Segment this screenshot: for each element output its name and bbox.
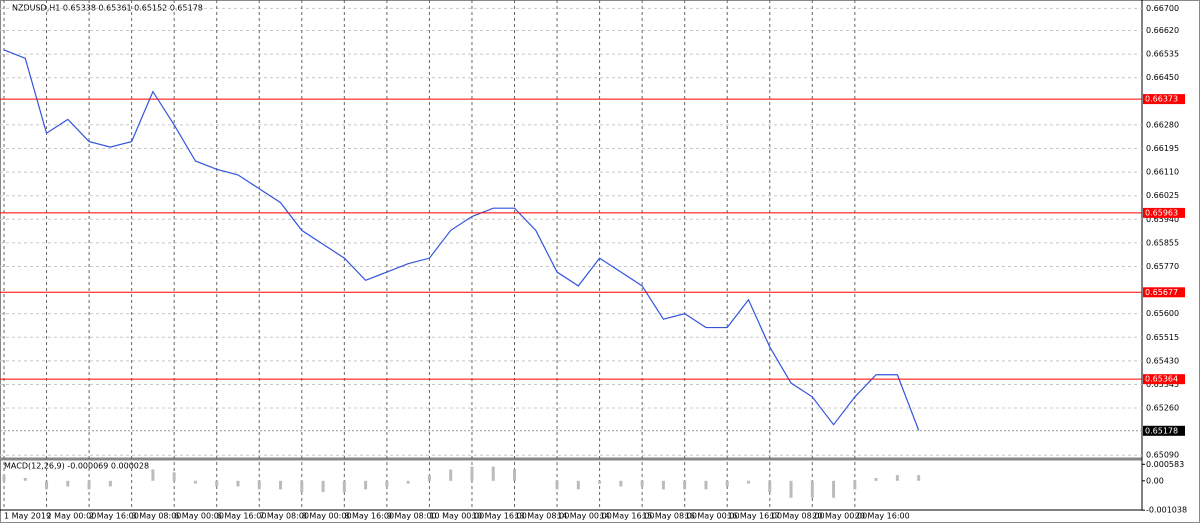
- level-tag: [1143, 374, 1185, 385]
- level-tag: [1143, 94, 1185, 105]
- y-tick-label: 0.65770: [1146, 262, 1179, 271]
- y-tick-label: -0.001038: [1146, 506, 1187, 515]
- x-tick-label: 15 May 08:00: [642, 512, 697, 521]
- x-tick-label: 20 May 00:00: [812, 512, 867, 521]
- level-label: 0.65963: [1145, 208, 1178, 217]
- level-tag: [1143, 287, 1185, 298]
- x-tick-label: 9 May 08:00: [387, 512, 437, 521]
- x-tick-label: 10 May 00:00: [429, 512, 484, 521]
- x-tick-label: 6 May 00:00: [174, 512, 224, 521]
- y-tick-label: 0.66025: [1146, 191, 1179, 200]
- x-tick-label: 3 May 08:00: [132, 512, 182, 521]
- x-tick-label: 1 May 2019: [4, 512, 51, 521]
- x-tick-label: 20 May 16:00: [855, 512, 910, 521]
- x-tick-label: 8 May 16:00: [344, 512, 394, 521]
- y-tick-label: 0.000583: [1146, 460, 1184, 469]
- price-line: [3, 49, 920, 431]
- x-tick-label: 16 May 16:00: [727, 512, 782, 521]
- x-tick-label: 10 May 16:00: [472, 512, 527, 521]
- y-tick-label: 0.66535: [1146, 50, 1179, 59]
- level-tag: [1143, 207, 1185, 218]
- x-tick-label: 6 May 16:00: [217, 512, 267, 521]
- y-tick-label: 0.65345: [1146, 380, 1179, 389]
- level-label: 0.65364: [1145, 375, 1178, 384]
- y-tick-label: 0.65600: [1146, 309, 1179, 318]
- x-tick-label: 2 May 00:00: [47, 512, 97, 521]
- last-price-tag: [1143, 425, 1185, 436]
- y-tick-label: 0.66700: [1146, 4, 1179, 13]
- level-label: 0.65677: [1145, 288, 1178, 297]
- last-price-label: 0.65178: [1145, 426, 1178, 435]
- y-tick-label: 0.66450: [1146, 73, 1179, 82]
- y-tick-label: 0.66620: [1146, 26, 1179, 35]
- y-tick-label: 0.65940: [1146, 215, 1179, 224]
- y-tick-label: 0.65090: [1146, 451, 1179, 460]
- x-tick-label: 13 May 08:00: [515, 512, 570, 521]
- x-tick-label: 17 May 08:00: [770, 512, 825, 521]
- y-tick-label: 0.00: [1146, 476, 1164, 485]
- x-tick-label: 14 May 00:00: [557, 512, 612, 521]
- y-tick-label: 0.66110: [1146, 168, 1179, 177]
- y-tick-label: 0.65260: [1146, 404, 1179, 413]
- y-tick-label: 0.65855: [1146, 238, 1179, 247]
- y-tick-label: 0.66280: [1146, 120, 1179, 129]
- x-tick-label: 16 May 00:00: [685, 512, 740, 521]
- macd-title: MACD(12,26,9) -0.000069 0.000028: [4, 462, 149, 471]
- x-tick-label: 14 May 16:00: [600, 512, 655, 521]
- chart-title: NZDUSD,H1 0.65338 0.65361 0.65152 0.6517…: [12, 4, 203, 13]
- x-tick-label: 2 May 16:00: [89, 512, 139, 521]
- y-tick-label: 0.65515: [1146, 333, 1179, 342]
- level-label: 0.66373: [1145, 95, 1178, 104]
- y-tick-label: 0.65430: [1146, 356, 1179, 365]
- y-tick-label: 0.66195: [1146, 144, 1179, 153]
- x-tick-label: 7 May 08:00: [259, 512, 309, 521]
- x-tick-label: 8 May 00:00: [302, 512, 352, 521]
